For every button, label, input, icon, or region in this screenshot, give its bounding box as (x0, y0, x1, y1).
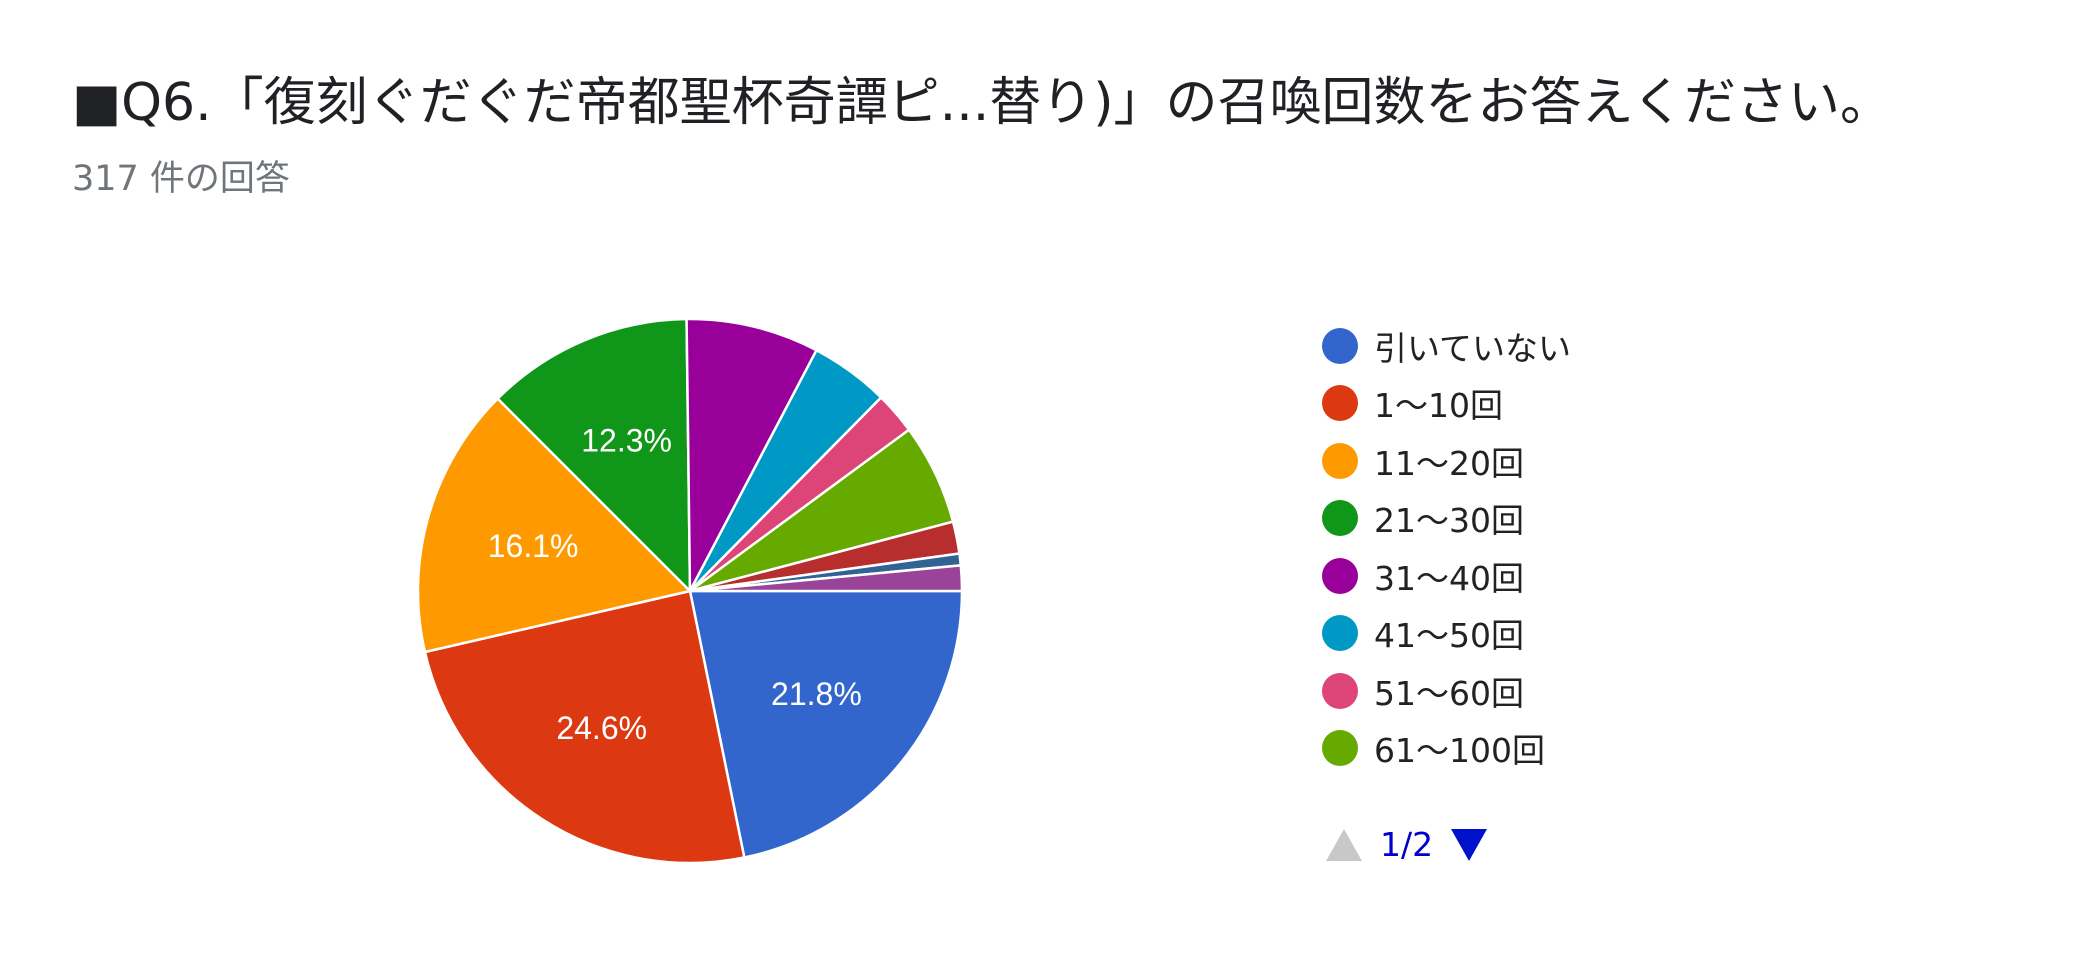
legend-item-5[interactable]: 41〜50回 (1322, 605, 1571, 663)
legend-label-1: 1〜10回 (1374, 386, 1503, 426)
response-count: 317 件の回答 (72, 159, 290, 199)
legend-item-4[interactable]: 31〜40回 (1322, 547, 1571, 605)
legend-item-2[interactable]: 11〜20回 (1322, 432, 1571, 490)
legend-swatch-5 (1322, 615, 1358, 652)
legend-label-3: 21〜30回 (1374, 501, 1524, 541)
pie-slice-label-3: 12.3% (581, 423, 672, 459)
legend-label-0: 引いていない (1374, 328, 1572, 368)
legend-swatch-1 (1322, 385, 1358, 422)
legend-item-3[interactable]: 21〜30回 (1322, 490, 1571, 548)
pie-slice-label-0: 21.8% (771, 676, 862, 712)
legend-label-2: 11〜20回 (1374, 443, 1524, 483)
pager-label: 1/2 (1380, 825, 1434, 864)
legend-pager: 1/2 (1326, 825, 1488, 864)
legend-label-7: 61〜100回 (1374, 731, 1545, 771)
pie-slice-2[interactable] (416, 396, 693, 654)
triangle-down-icon[interactable] (1451, 828, 1488, 861)
legend-swatch-3 (1322, 500, 1358, 537)
pie-slice-0[interactable] (688, 589, 964, 859)
pie-slice-3[interactable] (495, 317, 692, 595)
legend-item-6[interactable]: 51〜60回 (1322, 662, 1571, 720)
pie-chart: 21.8% 24.6% 16.1% 12.3% (416, 317, 964, 865)
legend-label-4: 31〜40回 (1374, 558, 1524, 598)
legend-swatch-7 (1322, 730, 1358, 767)
pie-slice-10[interactable] (689, 564, 964, 593)
legend-label-5: 41〜50回 (1374, 616, 1524, 656)
pie-slice-label-2: 16.1% (488, 528, 579, 564)
pie-slice-label-1: 24.6% (556, 710, 647, 746)
legend: 引いていない 1〜10回 11〜20回 21〜30回 31〜40回 41〜50回 51〜60… (1322, 317, 1571, 777)
legend-label-6: 51〜60回 (1374, 673, 1524, 713)
legend-swatch-2 (1322, 442, 1358, 479)
chart-title: ■Q6.「復刻ぐだぐだ帝都聖杯奇譚ピ...替り)」の召喚回数をお答えください。 (72, 73, 1892, 133)
pie-slice-4[interactable] (685, 317, 819, 592)
legend-item-0[interactable]: 引いていない (1322, 317, 1571, 375)
triangle-up-icon[interactable] (1326, 828, 1362, 861)
legend-item-1[interactable]: 1〜10回 (1322, 375, 1571, 433)
legend-swatch-0 (1322, 327, 1358, 364)
pie-slice-1[interactable] (423, 589, 746, 865)
legend-item-7[interactable]: 61〜100回 (1322, 720, 1571, 778)
legend-swatch-4 (1322, 557, 1358, 594)
legend-swatch-6 (1322, 672, 1358, 709)
